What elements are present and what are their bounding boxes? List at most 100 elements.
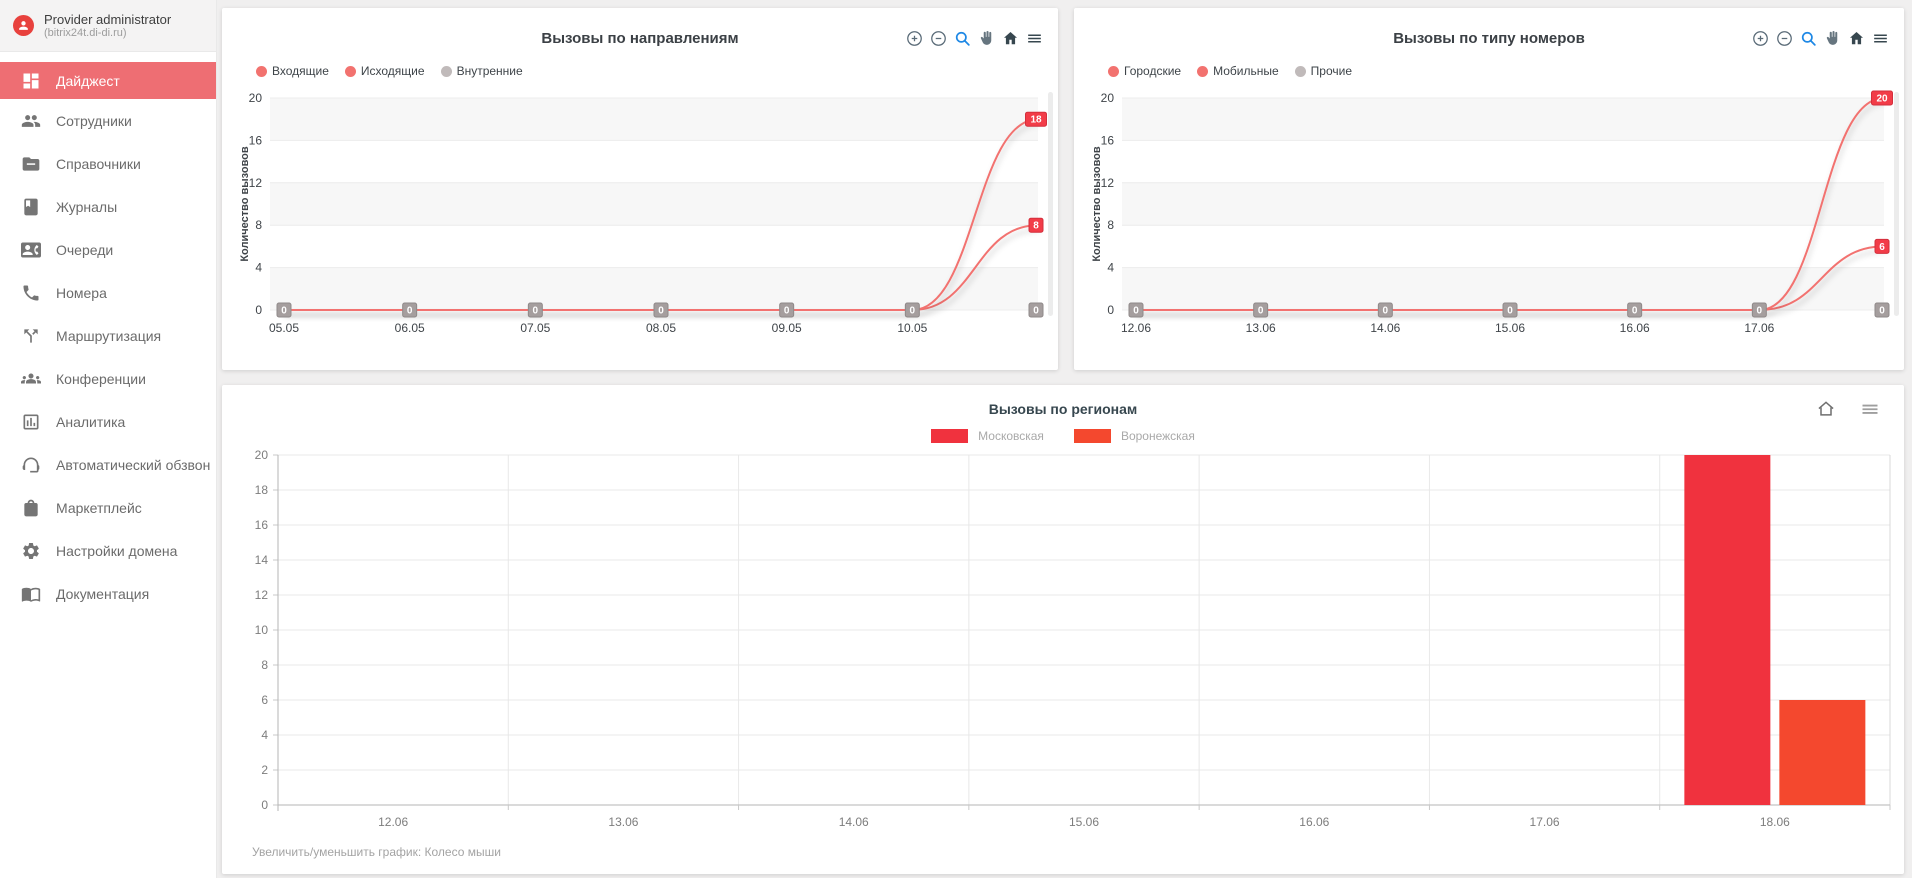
svg-text:17.06: 17.06 [1744, 321, 1774, 335]
contact-phone-icon [21, 242, 41, 257]
dashboard-icon [23, 73, 39, 88]
legend-item[interactable]: Воронежская [1073, 429, 1195, 443]
chart-legend: Московская Воронежская [222, 429, 1904, 443]
svg-text:Количество вызовов: Количество вызовов [1091, 146, 1103, 262]
pan-icon[interactable] [1822, 28, 1842, 48]
legend-label: Мобильные [1213, 64, 1279, 78]
svg-text:16: 16 [255, 518, 269, 532]
svg-text:0: 0 [1033, 306, 1039, 317]
chart-toolbar [1750, 28, 1890, 48]
menu-icon[interactable] [1860, 399, 1880, 419]
legend-label: Исходящие [360, 64, 425, 78]
home-icon[interactable] [1816, 399, 1836, 419]
menu-icon[interactable] [1870, 28, 1890, 48]
legend-item[interactable]: Внутренние [440, 64, 523, 78]
line-chart-directions[interactable]: 20 16 12 8 4 0 05.05 06.05 07.05 08.05 09.05 10.05 К… [222, 86, 1058, 346]
svg-text:0: 0 [533, 306, 539, 317]
legend-item[interactable]: Исходящие [344, 64, 425, 78]
legend-item[interactable]: Мобильные [1197, 64, 1279, 78]
sidebar-item-marketplace[interactable]: Маркетплейс [0, 486, 216, 529]
svg-text:6: 6 [1879, 242, 1885, 253]
legend-item[interactable]: Городские [1108, 64, 1181, 78]
sidebar-item-journals[interactable]: Журналы [0, 185, 216, 228]
chart-card-regions: Вызовы по регионам Московская Воронежска… [222, 385, 1904, 874]
sidebar-item-digest[interactable]: Дайджест [0, 62, 216, 99]
sidebar-item-autodial[interactable]: Автоматический обзвон [0, 443, 216, 486]
lens-icon[interactable] [952, 28, 972, 48]
sidebar-item-label: Журналы [56, 198, 118, 215]
svg-text:16.06: 16.06 [1620, 321, 1650, 335]
zoom-out-icon[interactable] [928, 28, 948, 48]
line-chart-number-types[interactable]: 20 16 12 8 4 0 12.06 13.06 14.06 15.06 16.06 17.06 К… [1074, 86, 1904, 346]
legend-label: Внутренние [456, 64, 523, 78]
svg-text:8: 8 [255, 218, 262, 232]
sidebar-item-numbers[interactable]: Номера [0, 271, 216, 314]
svg-text:2: 2 [261, 763, 268, 777]
svg-text:12: 12 [1101, 176, 1115, 190]
svg-text:20: 20 [249, 91, 263, 105]
user-block[interactable]: Provider administrator (bitrix24t.di-di.… [0, 0, 216, 52]
sidebar-item-label: Справочники [56, 155, 141, 172]
sidebar-item-queues[interactable]: Очереди [0, 228, 216, 271]
svg-text:Количество вызовов: Количество вызовов [239, 146, 251, 262]
user-text: Provider administrator (bitrix24t.di-di.… [44, 12, 171, 40]
svg-text:4: 4 [1107, 261, 1114, 275]
legend-item[interactable]: Московская [931, 429, 1044, 443]
sidebar-item-analytics[interactable]: Аналитика [0, 400, 216, 443]
legend-item[interactable]: Входящие [256, 64, 329, 78]
svg-text:14.06: 14.06 [839, 815, 869, 829]
zoom-in-icon[interactable] [904, 28, 924, 48]
lens-icon[interactable] [1798, 28, 1818, 48]
legend-marker [1197, 65, 1209, 77]
menu-icon[interactable] [1024, 28, 1044, 48]
svg-text:09.05: 09.05 [772, 321, 802, 335]
sidebar-item-label: Автоматический обзвон [56, 456, 211, 473]
legend-label: Московская [978, 429, 1044, 443]
sidebar-item-label: Очереди [56, 241, 114, 258]
legend-label: Входящие [272, 64, 329, 78]
svg-text:0: 0 [255, 303, 262, 317]
zoom-in-icon[interactable] [1750, 28, 1770, 48]
groups-icon [21, 373, 41, 384]
chart-toolbar [1816, 399, 1880, 419]
home-icon[interactable] [1000, 28, 1020, 48]
bar-chart-regions[interactable]: 0 2 4 6 8 10 12 14 16 18 20 12.06 13.06 14.06 15.06 16.… [222, 445, 1904, 840]
chart-legend: Городские Мобильные Прочие [1108, 64, 1352, 78]
svg-text:0: 0 [407, 306, 413, 317]
sidebar-item-documentation[interactable]: Документация [0, 572, 216, 615]
pan-icon[interactable] [976, 28, 996, 48]
gear-icon [23, 542, 39, 559]
bar-chart-icon [23, 414, 39, 429]
svg-text:13.06: 13.06 [608, 815, 638, 829]
home-icon[interactable] [1846, 28, 1866, 48]
svg-text:0: 0 [658, 306, 664, 317]
sidebar-item-domain-settings[interactable]: Настройки домена [0, 529, 216, 572]
svg-text:0: 0 [910, 306, 916, 317]
sidebar-item-routing[interactable]: Маршрутизация [0, 314, 216, 357]
svg-text:0: 0 [1507, 306, 1513, 317]
legend-label: Прочие [1310, 64, 1352, 78]
svg-text:10.05: 10.05 [897, 321, 927, 335]
sidebar-item-label: Маршрутизация [56, 327, 162, 344]
svg-text:0: 0 [1383, 306, 1389, 317]
svg-text:6: 6 [261, 693, 268, 707]
sidebar-item-directories[interactable]: Справочники [0, 142, 216, 185]
svg-text:15.06: 15.06 [1495, 321, 1525, 335]
user-name: Provider administrator [44, 11, 172, 27]
svg-text:8: 8 [1107, 218, 1114, 232]
svg-text:0: 0 [1632, 306, 1638, 317]
zoom-out-icon[interactable] [1774, 28, 1794, 48]
sidebar-item-employees[interactable]: Сотрудники [0, 99, 216, 142]
svg-text:14.06: 14.06 [1370, 321, 1400, 335]
svg-text:4: 4 [255, 261, 262, 275]
sidebar-item-conferences[interactable]: Конференции [0, 357, 216, 400]
chart-card-number-types: Вызовы по типу номеров Городские Мобильн… [1074, 8, 1904, 370]
svg-text:0: 0 [281, 306, 287, 317]
sidebar: Provider administrator (bitrix24t.di-di.… [0, 0, 217, 878]
svg-text:18.06: 18.06 [1760, 815, 1790, 829]
call-split-icon [24, 328, 38, 343]
legend-item[interactable]: Прочие [1294, 64, 1352, 78]
svg-text:0: 0 [261, 798, 268, 812]
svg-text:14: 14 [255, 553, 269, 567]
svg-text:16: 16 [1101, 133, 1115, 147]
